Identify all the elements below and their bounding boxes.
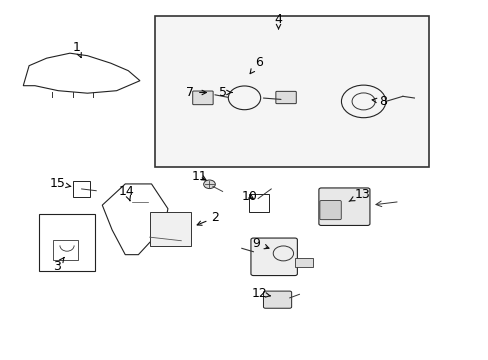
Bar: [53, 240, 78, 260]
Text: 8: 8: [371, 95, 386, 108]
Text: 12: 12: [251, 287, 270, 300]
Text: 6: 6: [249, 55, 263, 74]
Text: 5: 5: [218, 86, 232, 99]
Text: 13: 13: [348, 188, 369, 201]
Text: 14: 14: [119, 185, 134, 201]
Bar: [294, 258, 313, 267]
Bar: [149, 212, 191, 246]
Circle shape: [203, 180, 215, 189]
FancyBboxPatch shape: [263, 291, 291, 308]
Text: 3: 3: [53, 257, 64, 273]
Text: 9: 9: [252, 237, 268, 250]
Text: 7: 7: [185, 86, 206, 99]
Text: 11: 11: [191, 170, 207, 183]
Text: 10: 10: [241, 190, 257, 203]
FancyBboxPatch shape: [318, 188, 369, 225]
FancyBboxPatch shape: [319, 201, 341, 220]
FancyBboxPatch shape: [250, 238, 297, 275]
Text: 1: 1: [73, 41, 81, 58]
Text: 4: 4: [274, 13, 282, 29]
Bar: [39, 213, 95, 271]
Text: 2: 2: [197, 211, 219, 225]
FancyBboxPatch shape: [192, 91, 213, 105]
FancyBboxPatch shape: [275, 91, 296, 104]
Text: 15: 15: [49, 177, 71, 190]
Bar: [154, 16, 428, 167]
